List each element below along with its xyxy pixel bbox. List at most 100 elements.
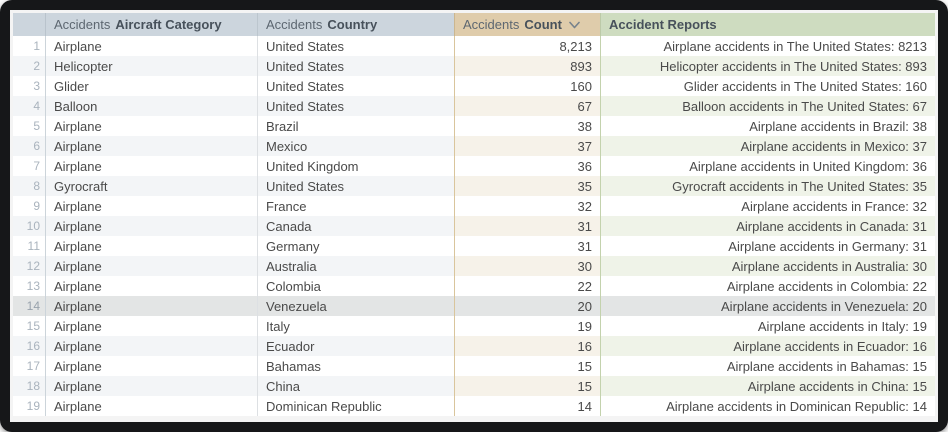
country-cell: Mexico xyxy=(258,136,454,156)
column-label: Aircraft Category xyxy=(115,17,222,32)
row-number-cell: 5 xyxy=(13,116,46,136)
count-cell: 22 xyxy=(454,276,600,296)
row-number-cell: 4 xyxy=(13,96,46,116)
row-number-cell: 9 xyxy=(13,196,46,216)
table-container: Accidents Aircraft Category Accidents Co… xyxy=(10,10,938,422)
aircraft-category-cell: Helicopter xyxy=(46,56,258,76)
row-number-cell: 11 xyxy=(13,236,46,256)
row-number-cell: 14 xyxy=(13,296,46,316)
count-cell: 67 xyxy=(454,96,600,116)
table-row[interactable]: 10 Airplane Canada 31 Airplane accidents in … xyxy=(13,216,935,236)
column-header-count[interactable]: Accidents Count xyxy=(454,13,600,36)
count-cell: 15 xyxy=(454,356,600,376)
table-row[interactable]: 4 Balloon United States 67 Balloon accidents… xyxy=(13,96,935,116)
country-cell: Bahamas xyxy=(258,356,454,376)
row-number-cell: 3 xyxy=(13,76,46,96)
country-cell: Australia xyxy=(258,256,454,276)
accident-report-cell: Airplane accidents in France: 32 xyxy=(600,196,935,216)
country-cell: Italy xyxy=(258,316,454,336)
country-cell: Canada xyxy=(258,216,454,236)
table-row[interactable]: 12 Airplane Australia 30 Airplane accidents … xyxy=(13,256,935,276)
aircraft-category-cell: Glider xyxy=(46,76,258,96)
table-row[interactable]: 1 Airplane United States 8,213 Airplane acci… xyxy=(13,36,935,56)
table-row[interactable]: 18 Airplane China 15 Airplane accidents in C… xyxy=(13,376,935,396)
aircraft-category-cell: Airplane xyxy=(46,336,258,356)
table-row[interactable]: 8 Gyrocraft United States 35 Gyrocraft accid… xyxy=(13,176,935,196)
aircraft-category-cell: Airplane xyxy=(46,256,258,276)
country-cell: Ecuador xyxy=(258,336,454,356)
accident-report-cell: Airplane accidents in Australia: 30 xyxy=(600,256,935,276)
aircraft-category-cell: Airplane xyxy=(46,116,258,136)
table-row[interactable]: 2 Helicopter United States 893 Helicopter ac… xyxy=(13,56,935,76)
table-row[interactable]: 17 Airplane Bahamas 15 Airplane accidents in… xyxy=(13,356,935,376)
accident-report-cell: Airplane accidents in Mexico: 37 xyxy=(600,136,935,156)
table-row[interactable]: 3 Glider United States 160 Glider accidents … xyxy=(13,76,935,96)
aircraft-category-cell: Airplane xyxy=(46,236,258,256)
accident-report-cell: Airplane accidents in United Kingdom: 36 xyxy=(600,156,935,176)
aircraft-category-cell: Airplane xyxy=(46,276,258,296)
country-cell: United Kingdom xyxy=(258,156,454,176)
table-row[interactable]: 13 Airplane Colombia 22 Airplane accidents i… xyxy=(13,276,935,296)
count-cell: 35 xyxy=(454,176,600,196)
column-header-accident-reports[interactable]: Accident Reports xyxy=(600,13,935,36)
row-number-cell: 1 xyxy=(13,36,46,56)
accident-report-cell: Helicopter accidents in The United State… xyxy=(600,56,935,76)
accident-report-cell: Airplane accidents in Bahamas: 15 xyxy=(600,356,935,376)
count-cell: 38 xyxy=(454,116,600,136)
accident-report-cell: Airplane accidents in Italy: 19 xyxy=(600,316,935,336)
count-cell: 30 xyxy=(454,256,600,276)
aircraft-category-cell: Gyrocraft xyxy=(46,176,258,196)
table-row[interactable]: 16 Airplane Ecuador 16 Airplane accidents in… xyxy=(13,336,935,356)
column-header-country[interactable]: Accidents Country xyxy=(258,13,454,36)
count-cell: 32 xyxy=(454,196,600,216)
accident-report-cell: Airplane accidents in Canada: 31 xyxy=(600,216,935,236)
sort-descending-icon[interactable] xyxy=(569,21,580,29)
aircraft-category-cell: Airplane xyxy=(46,296,258,316)
row-number-cell: 19 xyxy=(13,396,46,416)
column-label: Accident Reports xyxy=(609,17,717,32)
row-number-cell: 12 xyxy=(13,256,46,276)
table-body: 1 Airplane United States 8,213 Airplane acci… xyxy=(13,36,935,419)
table-row[interactable]: 14 Airplane Venezuela 20 Airplane accidents … xyxy=(13,296,935,316)
table-row[interactable]: 15 Airplane Italy 19 Airplane accidents in I… xyxy=(13,316,935,336)
country-cell: China xyxy=(258,376,454,396)
count-cell: 36 xyxy=(454,156,600,176)
accident-report-cell: Airplane accidents in Venezuela: 20 xyxy=(600,296,935,316)
table-header-row: Accidents Aircraft Category Accidents Co… xyxy=(13,13,935,36)
table-row[interactable]: 6 Airplane Mexico 37 Airplane accidents in M… xyxy=(13,136,935,156)
aircraft-category-cell: Airplane xyxy=(46,356,258,376)
count-cell: 160 xyxy=(454,76,600,96)
country-cell: France xyxy=(258,196,454,216)
count-cell: 16 xyxy=(454,336,600,356)
country-cell: Brazil xyxy=(258,116,454,136)
count-cell: 31 xyxy=(454,236,600,256)
accident-report-cell: Airplane accidents in Dominican Republic… xyxy=(600,396,935,416)
row-number-cell: 13 xyxy=(13,276,46,296)
row-number-cell: 16 xyxy=(13,336,46,356)
accident-report-cell: Airplane accidents in Ecuador: 16 xyxy=(600,336,935,356)
table-row[interactable]: 7 Airplane United Kingdom 36 Airplane accide… xyxy=(13,156,935,176)
row-number-header xyxy=(13,13,46,36)
row-number-cell: 8 xyxy=(13,176,46,196)
country-cell: Colombia xyxy=(258,276,454,296)
aircraft-category-cell: Airplane xyxy=(46,196,258,216)
country-cell: United States xyxy=(258,96,454,116)
aircraft-category-cell: Airplane xyxy=(46,396,258,416)
accident-report-cell: Glider accidents in The United States: 1… xyxy=(600,76,935,96)
table-row[interactable]: 9 Airplane France 32 Airplane accidents in F… xyxy=(13,196,935,216)
row-number-cell: 18 xyxy=(13,376,46,396)
count-cell: 37 xyxy=(454,136,600,156)
table-row[interactable]: 19 Airplane Dominican Republic 14 Airplane a… xyxy=(13,396,935,416)
accident-report-cell: Airplane accidents in Colombia: 22 xyxy=(600,276,935,296)
count-cell: 15 xyxy=(454,376,600,396)
row-number-cell: 10 xyxy=(13,216,46,236)
table-row[interactable]: 11 Airplane Germany 31 Airplane accidents in… xyxy=(13,236,935,256)
country-cell: United States xyxy=(258,76,454,96)
aircraft-category-cell: Airplane xyxy=(46,316,258,336)
table-row[interactable]: 5 Airplane Brazil 38 Airplane accidents in B… xyxy=(13,116,935,136)
data-grid: Accidents Aircraft Category Accidents Co… xyxy=(13,13,935,419)
column-header-aircraft-category[interactable]: Accidents Aircraft Category xyxy=(46,13,258,36)
accident-report-cell: Gyrocraft accidents in The United States… xyxy=(600,176,935,196)
row-number-cell: 2 xyxy=(13,56,46,76)
